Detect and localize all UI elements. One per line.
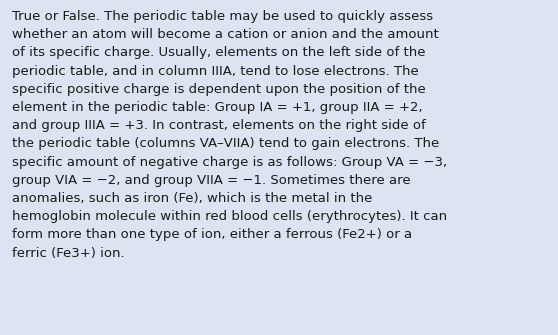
Text: True or False. The periodic table may be used to quickly assess
whether an atom : True or False. The periodic table may be… [12, 10, 448, 260]
